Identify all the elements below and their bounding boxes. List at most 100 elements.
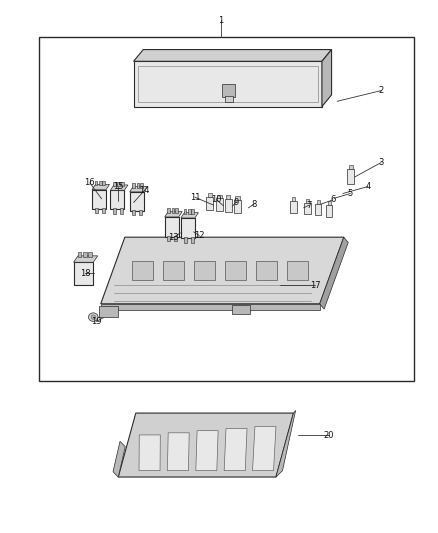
Bar xyxy=(83,252,87,257)
Text: 10: 10 xyxy=(212,196,222,204)
Bar xyxy=(132,261,153,280)
Text: 13: 13 xyxy=(168,233,178,242)
Polygon shape xyxy=(167,433,189,471)
Bar xyxy=(39,37,414,381)
Text: 7: 7 xyxy=(306,201,311,209)
Bar xyxy=(222,84,235,97)
Text: 14: 14 xyxy=(139,186,150,195)
Bar xyxy=(132,183,135,188)
Bar xyxy=(225,96,233,102)
Polygon shape xyxy=(130,187,147,192)
Polygon shape xyxy=(134,61,322,107)
Bar xyxy=(256,261,277,280)
Polygon shape xyxy=(113,441,125,477)
Bar xyxy=(181,218,195,238)
Bar xyxy=(130,192,144,211)
Bar xyxy=(349,165,353,169)
Polygon shape xyxy=(320,237,348,309)
Bar xyxy=(121,182,124,186)
Bar xyxy=(95,208,98,213)
Bar xyxy=(188,209,191,214)
Bar xyxy=(117,182,120,186)
Polygon shape xyxy=(134,50,332,61)
Text: 20: 20 xyxy=(323,431,334,440)
Bar xyxy=(216,198,223,211)
Bar xyxy=(88,252,92,257)
Bar xyxy=(326,205,332,217)
Bar xyxy=(232,305,250,314)
Bar xyxy=(217,195,222,198)
Bar xyxy=(102,181,105,185)
Bar xyxy=(139,210,142,215)
Text: 6: 6 xyxy=(330,196,336,204)
Bar xyxy=(102,208,105,213)
Bar xyxy=(235,196,240,200)
Bar xyxy=(167,236,170,241)
Bar xyxy=(174,236,177,241)
Bar xyxy=(137,183,139,188)
Text: 3: 3 xyxy=(378,158,384,167)
Bar xyxy=(113,208,116,214)
Bar xyxy=(347,169,354,184)
Bar xyxy=(287,261,308,280)
Bar xyxy=(95,181,97,185)
Bar xyxy=(292,197,295,201)
Text: 19: 19 xyxy=(91,317,102,326)
Text: 5: 5 xyxy=(348,189,353,198)
Bar xyxy=(208,193,212,197)
Bar xyxy=(194,261,215,280)
Text: 8: 8 xyxy=(251,200,257,208)
Bar xyxy=(110,190,124,209)
Polygon shape xyxy=(224,429,247,471)
Bar xyxy=(315,204,321,215)
Bar xyxy=(226,195,230,199)
Bar xyxy=(191,209,194,214)
Text: 9: 9 xyxy=(234,198,239,206)
Bar xyxy=(306,199,309,203)
Polygon shape xyxy=(101,237,344,304)
Bar xyxy=(206,197,213,210)
Bar xyxy=(304,203,311,214)
Bar xyxy=(78,252,81,257)
Polygon shape xyxy=(276,410,296,477)
Bar xyxy=(132,210,135,215)
Text: 15: 15 xyxy=(113,182,124,191)
Bar xyxy=(165,217,179,237)
Bar xyxy=(167,208,170,213)
Polygon shape xyxy=(165,212,182,217)
Polygon shape xyxy=(181,213,198,218)
Polygon shape xyxy=(253,426,276,471)
Bar xyxy=(92,190,106,209)
Polygon shape xyxy=(139,435,160,471)
Bar xyxy=(184,209,186,214)
Bar xyxy=(74,262,93,285)
Bar xyxy=(99,306,118,317)
Text: 16: 16 xyxy=(85,179,95,187)
Bar xyxy=(120,208,123,214)
Bar xyxy=(175,208,178,213)
Polygon shape xyxy=(74,256,98,262)
Polygon shape xyxy=(118,413,293,477)
Bar xyxy=(225,199,232,212)
Text: 4: 4 xyxy=(365,182,371,191)
Text: 17: 17 xyxy=(310,281,321,289)
Ellipse shape xyxy=(88,313,98,321)
Bar xyxy=(163,261,184,280)
Polygon shape xyxy=(92,184,110,190)
Text: 11: 11 xyxy=(190,193,200,201)
Bar xyxy=(99,181,102,185)
Text: 1: 1 xyxy=(219,16,224,25)
Bar xyxy=(184,237,187,243)
Polygon shape xyxy=(196,431,218,471)
Bar xyxy=(225,261,246,280)
Text: 2: 2 xyxy=(378,86,384,95)
Bar xyxy=(290,201,297,213)
Bar xyxy=(172,208,174,213)
Text: 18: 18 xyxy=(80,269,91,278)
Bar xyxy=(328,201,331,205)
Ellipse shape xyxy=(91,315,95,319)
Polygon shape xyxy=(101,304,320,310)
Polygon shape xyxy=(322,50,332,107)
Text: 12: 12 xyxy=(194,231,205,240)
Bar xyxy=(113,182,116,186)
